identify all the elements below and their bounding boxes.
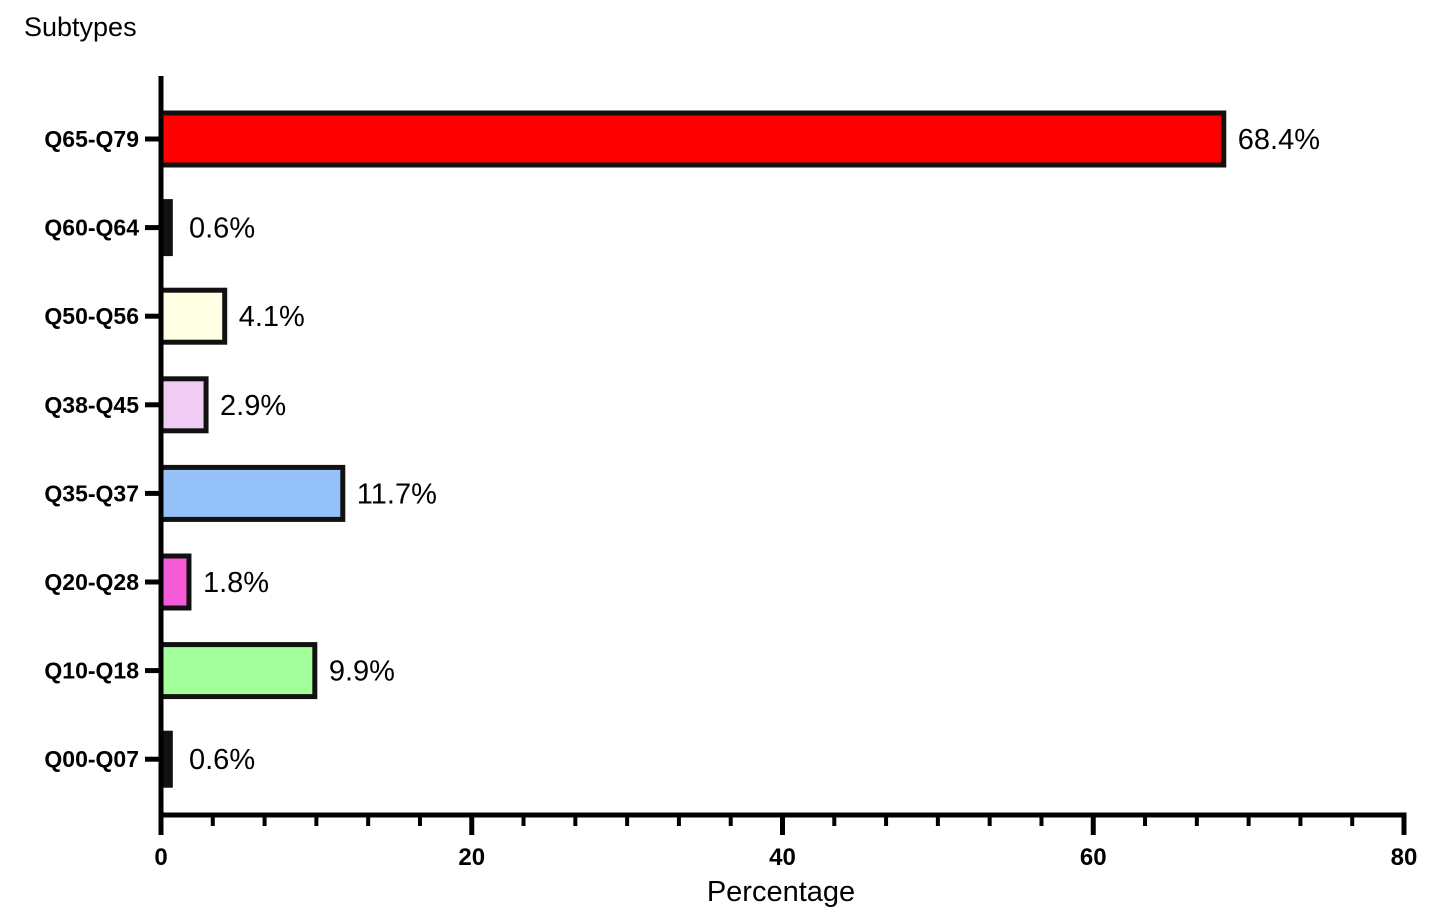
category-label: Q65-Q79	[44, 126, 139, 152]
category-label: Q00-Q07	[44, 746, 139, 772]
x-tick-label: 80	[1391, 844, 1418, 871]
bar	[158, 287, 228, 345]
data-label: 1.8%	[203, 567, 269, 599]
x-tick-label: 0	[154, 844, 167, 871]
data-label: 0.6%	[189, 744, 255, 776]
axes-group: Q65-Q79 Q60-Q64 Q50-Q56 Q38-Q45 Q35-Q37 Q20-Q…	[44, 76, 1417, 871]
category-label: Q50-Q56	[44, 303, 139, 329]
x-tick-label: 60	[1080, 844, 1107, 871]
bar	[158, 110, 1227, 168]
x-tick-label: 20	[458, 844, 485, 871]
bar	[158, 464, 346, 522]
data-label: 2.9%	[220, 390, 286, 422]
bar	[158, 553, 192, 611]
category-label: Q20-Q28	[44, 569, 139, 595]
category-label: Q10-Q18	[44, 658, 139, 684]
y-axis-title: Subtypes	[24, 12, 137, 42]
data-label: 9.9%	[329, 656, 395, 688]
x-tick-label: 40	[769, 844, 796, 871]
data-label: 68.4%	[1238, 124, 1320, 156]
x-axis-title: Percentage	[707, 876, 855, 908]
data-label: 0.6%	[189, 213, 255, 245]
data-label: 11.7%	[357, 478, 437, 510]
data-label: 4.1%	[239, 301, 305, 333]
bar	[158, 642, 318, 700]
category-label: Q38-Q45	[44, 392, 139, 418]
bar	[158, 376, 209, 434]
category-label: Q60-Q64	[44, 215, 139, 241]
bars-group: 68.4% 0.6% 4.1% 2.9% 11.7% 1.8% 9.9% 0.6%	[158, 110, 1320, 788]
category-label: Q35-Q37	[44, 480, 139, 506]
